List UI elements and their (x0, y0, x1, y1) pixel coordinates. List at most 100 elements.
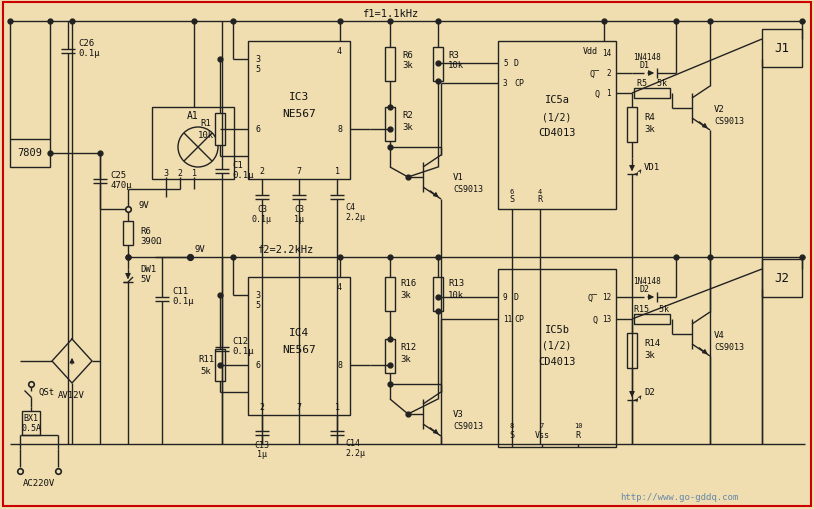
Text: 8: 8 (337, 361, 342, 370)
Bar (498, 42, 616, 210)
Text: CD4013: CD4013 (538, 356, 575, 366)
Text: D2: D2 (644, 388, 654, 397)
Text: 10k: 10k (198, 130, 214, 139)
Text: C25: C25 (110, 171, 126, 180)
Text: 12: 12 (602, 293, 611, 302)
Text: 0.1μ: 0.1μ (78, 48, 99, 58)
Bar (385, 108, 395, 142)
Bar (433, 277, 443, 312)
Text: 1: 1 (191, 168, 196, 177)
Bar (123, 221, 133, 245)
Text: CS9013: CS9013 (453, 421, 483, 431)
Text: http://www.go-gddq.com: http://www.go-gddq.com (620, 493, 738, 501)
Text: AC220V: AC220V (23, 478, 55, 488)
Text: 6: 6 (255, 361, 260, 370)
Text: R16: R16 (400, 279, 416, 288)
Text: 7: 7 (296, 167, 301, 176)
Text: 1: 1 (606, 89, 611, 98)
Text: 0.1μ: 0.1μ (252, 214, 272, 223)
Text: 0.1μ: 0.1μ (172, 297, 194, 306)
Bar (634, 89, 670, 99)
Text: IC5b: IC5b (545, 324, 570, 334)
Text: NE567: NE567 (282, 109, 316, 119)
Text: S: S (510, 195, 514, 204)
Text: 1μ: 1μ (294, 214, 304, 223)
Text: CS9013: CS9013 (714, 342, 744, 351)
Text: 3k: 3k (644, 351, 654, 360)
Text: 1N4148: 1N4148 (633, 52, 661, 62)
Text: R5  5k: R5 5k (637, 79, 667, 89)
Text: 3k: 3k (400, 290, 411, 299)
Text: D: D (514, 293, 519, 302)
Bar (248, 42, 350, 180)
Text: 5: 5 (503, 60, 508, 68)
Text: IC3: IC3 (289, 92, 309, 102)
Text: R14: R14 (644, 339, 660, 348)
Text: 8: 8 (510, 422, 514, 428)
Text: 2: 2 (260, 403, 265, 412)
Text: R: R (537, 195, 542, 204)
Text: 3: 3 (164, 168, 168, 177)
Text: 9V: 9V (195, 245, 205, 254)
Text: V1: V1 (453, 173, 464, 182)
Text: A1: A1 (187, 111, 199, 121)
Text: V2: V2 (714, 104, 724, 114)
Text: S: S (510, 431, 514, 440)
Text: 6: 6 (255, 125, 260, 134)
Text: 3: 3 (255, 55, 260, 64)
Text: IC5a: IC5a (545, 95, 570, 105)
Bar (215, 114, 225, 146)
Bar (10, 140, 50, 167)
Text: Q: Q (593, 315, 598, 324)
Text: D2: D2 (640, 284, 650, 293)
Text: 3k: 3k (400, 354, 411, 363)
Text: D: D (514, 60, 519, 68)
Text: CS9013: CS9013 (714, 116, 744, 125)
Bar (385, 48, 395, 82)
Text: 9V: 9V (138, 200, 149, 209)
Text: 3: 3 (255, 291, 260, 300)
Text: 470μ: 470μ (110, 180, 132, 189)
Bar (22, 411, 40, 435)
Text: C14: C14 (345, 439, 360, 447)
Text: 6: 6 (510, 189, 514, 194)
Text: C11: C11 (172, 287, 188, 296)
Text: R6: R6 (402, 50, 413, 60)
Bar (627, 108, 637, 143)
Bar (385, 340, 395, 373)
Bar (152, 108, 234, 180)
Text: R: R (575, 431, 580, 440)
Text: V3: V3 (453, 410, 464, 419)
Text: 0.5A: 0.5A (21, 423, 41, 433)
Bar (762, 30, 802, 68)
Text: R12: R12 (400, 343, 416, 352)
Text: 0.1μ: 0.1μ (232, 170, 253, 179)
Bar (762, 260, 802, 297)
Bar (627, 333, 637, 369)
Text: CD4013: CD4013 (538, 128, 575, 138)
Text: 7809: 7809 (17, 148, 42, 158)
Text: C13: C13 (255, 441, 269, 449)
Text: Vss: Vss (535, 431, 549, 440)
Text: 0.1μ: 0.1μ (232, 347, 253, 356)
Text: DW1: DW1 (140, 265, 156, 274)
Text: 13: 13 (602, 315, 611, 324)
Text: VD1: VD1 (644, 162, 660, 171)
Text: 11: 11 (503, 315, 512, 324)
Text: R6: R6 (140, 227, 151, 236)
Text: V4: V4 (714, 330, 724, 339)
Text: R1: R1 (200, 119, 212, 128)
Text: C3: C3 (257, 205, 267, 214)
Text: QSt: QSt (38, 387, 54, 395)
Text: 2.2μ: 2.2μ (345, 448, 365, 458)
Text: R4: R4 (644, 114, 654, 122)
Bar (248, 277, 350, 415)
Text: 1μ: 1μ (257, 449, 267, 459)
Text: 3k: 3k (402, 122, 413, 131)
Text: 390Ω: 390Ω (140, 237, 161, 246)
Text: 2: 2 (260, 167, 265, 176)
Text: 2: 2 (606, 69, 611, 78)
Text: 2.2μ: 2.2μ (345, 213, 365, 222)
Text: CP: CP (514, 79, 524, 89)
Text: 4: 4 (337, 47, 342, 56)
